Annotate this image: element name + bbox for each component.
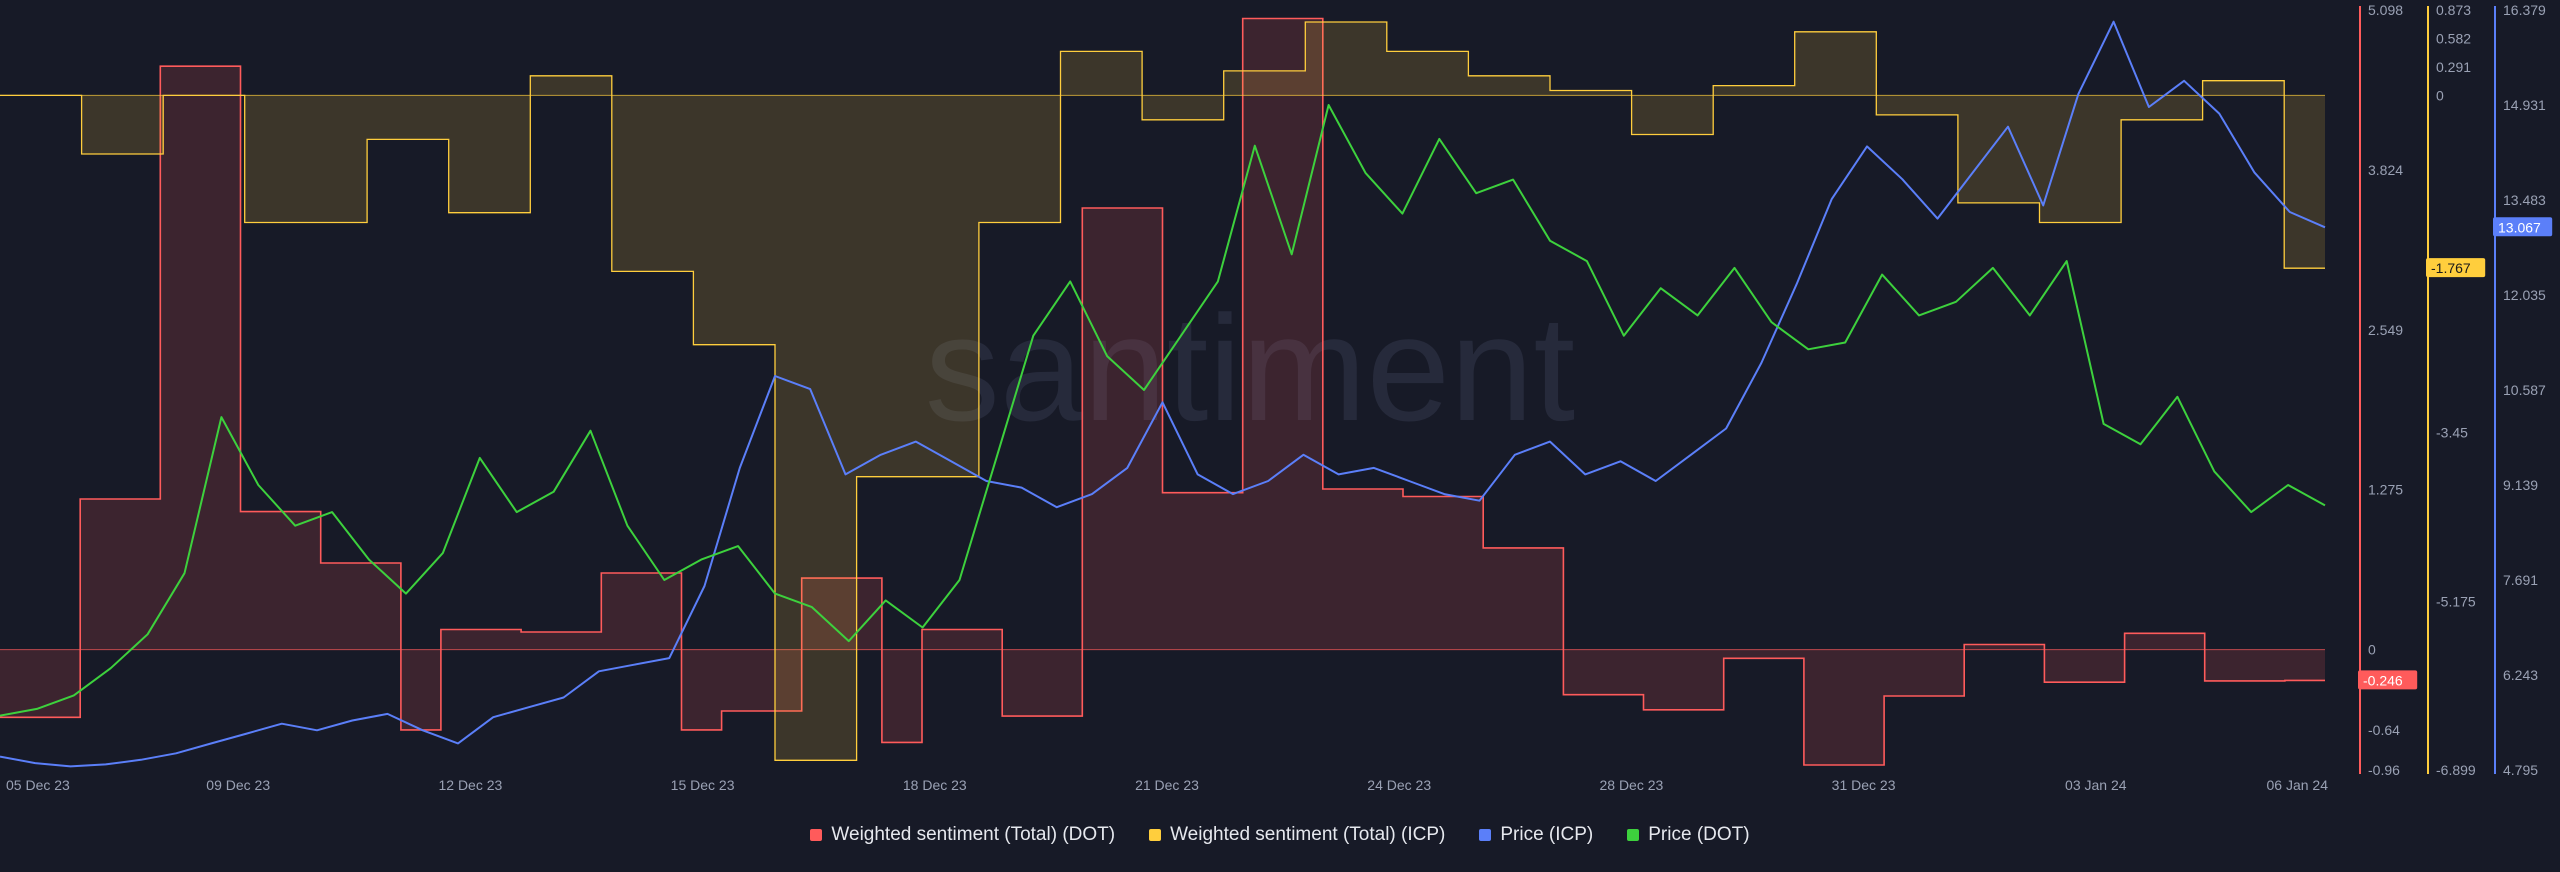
icp-price-layer xyxy=(0,20,2326,768)
legend-swatch-icp-sentiment xyxy=(1149,829,1162,841)
legend-item-dot-sentiment[interactable]: Weighted sentiment (Total) (DOT) xyxy=(810,824,1115,846)
x-tick-label-6: 24 Dec 23 xyxy=(1367,777,1431,793)
dot-price-layer xyxy=(0,104,2326,717)
icp-price-tick-label-4: 10.587 xyxy=(2503,382,2546,398)
icp-sentiment-tick-label-7: -6.899 xyxy=(2436,762,2476,778)
legend-swatch-dot-price xyxy=(1627,829,1640,841)
icp-price-tick-label-2: 13.483 xyxy=(2503,192,2546,208)
legend-label-icp-sentiment: Weighted sentiment (Total) (ICP) xyxy=(1170,824,1446,845)
icp-price-tick-label-5: 9.139 xyxy=(2503,477,2538,493)
legend-item-icp-price[interactable]: Price (ICP) xyxy=(1479,824,1593,846)
icp-sentiment-tick-label-6: -5.175 xyxy=(2436,593,2476,609)
x-tick-label-2: 12 Dec 23 xyxy=(438,777,502,793)
x-tick-label-5: 21 Dec 23 xyxy=(1135,777,1199,793)
icp-sentiment-tick-label-3: 0 xyxy=(2436,87,2444,103)
x-axis-ticks: 05 Dec 23 09 Dec 23 12 Dec 23 15 Dec 23 18 D… xyxy=(6,777,2328,793)
watermark: santiment xyxy=(925,284,1575,452)
icp-price-tick-label-7: 6.243 xyxy=(2503,667,2538,683)
icp-price-tick-label-8: 4.795 xyxy=(2503,762,2538,778)
icp-price-current-label: 13.067 xyxy=(2498,219,2541,235)
icp-price-line xyxy=(0,20,2326,768)
dot-sentiment-tick-label-0: 5.098 xyxy=(2368,2,2403,18)
x-tick-label-1: 09 Dec 23 xyxy=(206,777,270,793)
dot-sentiment-tick-label-4: 0 xyxy=(2368,642,2376,658)
legend-label-dot-price: Price (DOT) xyxy=(1648,824,1750,845)
legend-swatch-icp-price xyxy=(1479,829,1492,841)
dot-sentiment-tick-label-5: -0.64 xyxy=(2368,722,2400,738)
dot-sentiment-current-label: -0.246 xyxy=(2363,672,2403,688)
legend-label-icp-price: Price (ICP) xyxy=(1500,824,1594,845)
x-tick-label-10: 06 Jan 24 xyxy=(2267,777,2329,793)
legend: Weighted sentiment (Total) (DOT) Weighte… xyxy=(0,818,2560,852)
icp-sentiment-layer xyxy=(0,21,2325,761)
dot-sentiment-tick-label-1: 3.824 xyxy=(2368,162,2403,178)
legend-item-dot-price[interactable]: Price (DOT) xyxy=(1627,824,1750,846)
x-tick-label-7: 28 Dec 23 xyxy=(1599,777,1663,793)
icp-price-tick-label-1: 14.931 xyxy=(2503,97,2546,113)
dot-sentiment-tick-label-3: 1.275 xyxy=(2368,482,2403,498)
x-tick-label-4: 18 Dec 23 xyxy=(903,777,967,793)
dot-sentiment-tick-label-6: -0.96 xyxy=(2368,762,2400,778)
x-tick-label-3: 15 Dec 23 xyxy=(671,777,735,793)
x-tick-label-0: 05 Dec 23 xyxy=(6,777,70,793)
x-tick-label-9: 03 Jan 24 xyxy=(2065,777,2127,793)
icp-sentiment-current-label: -1.767 xyxy=(2431,260,2471,276)
icp-price-tick-label-0: 16.379 xyxy=(2503,2,2546,18)
icp-sentiment-tick-label-0: 0.873 xyxy=(2436,2,2471,18)
dot-sentiment-layer xyxy=(0,17,2325,766)
icp-sentiment-line xyxy=(0,21,2325,761)
icp-sentiment-current-badge xyxy=(2426,258,2486,278)
dot-price-line xyxy=(0,104,2326,717)
icp-price-current-badge xyxy=(2493,217,2553,237)
dot-sentiment-tick-label-2: 2.549 xyxy=(2368,322,2403,338)
dot-sentiment-current-badge xyxy=(2358,670,2418,690)
icp-price-tick-label-6: 7.691 xyxy=(2503,572,2538,588)
dot-sentiment-line xyxy=(0,17,2325,766)
legend-item-icp-sentiment[interactable]: Weighted sentiment (Total) (ICP) xyxy=(1149,824,1445,846)
icp-sentiment-area xyxy=(0,22,2325,761)
icp-price-tick-label-3: 12.035 xyxy=(2503,287,2546,303)
icp-sentiment-tick-label-5: -3.45 xyxy=(2436,425,2468,441)
icp-sentiment-tick-label-1: 0.582 xyxy=(2436,30,2471,46)
axes-layer: 5.098 3.824 2.549 1.275 0 -0.64 -0.96 -0.246 0.8… xyxy=(2358,2,2553,778)
icp-sentiment-tick-label-2: 0.291 xyxy=(2436,59,2471,75)
legend-label-dot-sentiment: Weighted sentiment (Total) (DOT) xyxy=(831,824,1116,845)
legend-swatch-dot-sentiment xyxy=(810,829,823,841)
x-tick-label-8: 31 Dec 23 xyxy=(1832,777,1896,793)
